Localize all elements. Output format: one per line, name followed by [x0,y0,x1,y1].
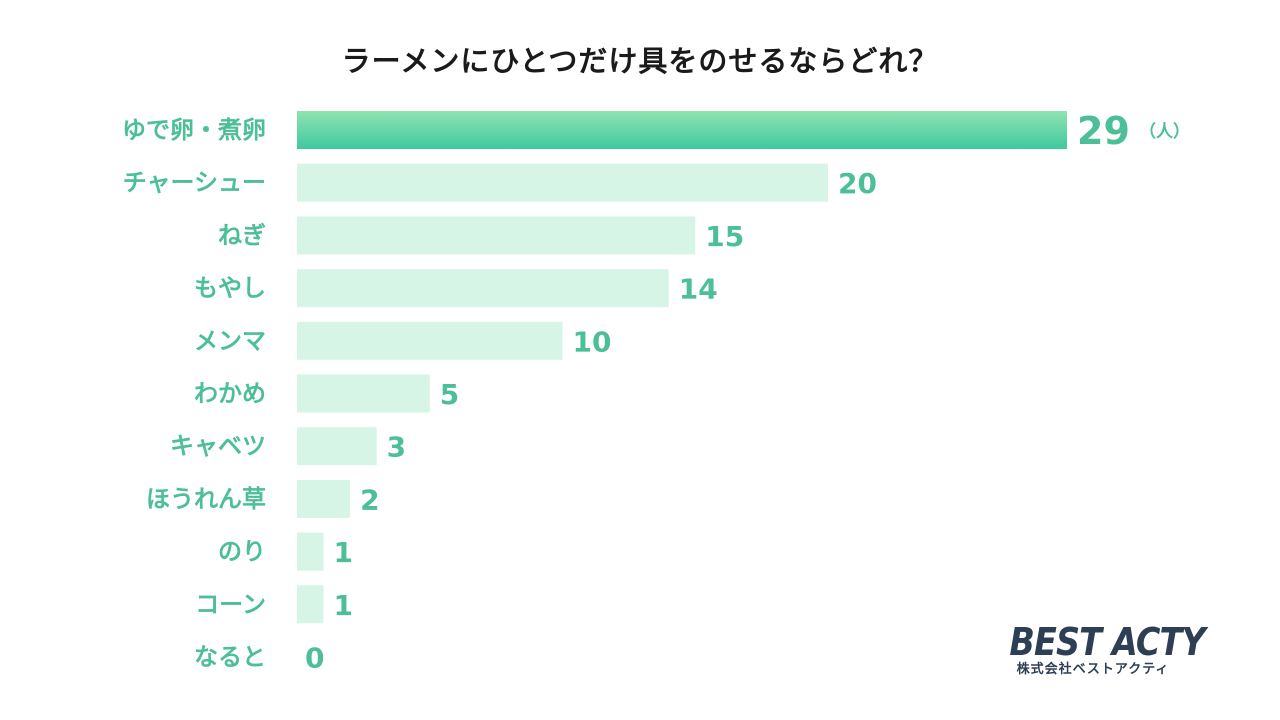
category-label: ゆで卵・煮卵 [122,116,266,144]
bar [297,111,1067,149]
value-label: 15 [705,220,744,253]
value-label: 3 [387,431,406,464]
bar [297,532,324,571]
category-label: もやし [194,274,266,302]
unit-label: （人） [1139,121,1190,142]
category-label: メンマ [194,327,266,355]
bar [297,374,430,413]
value-label: 0 [305,642,324,675]
bar [297,163,829,202]
category-label: のり [218,538,266,566]
category-label: チャーシュー [123,169,266,197]
category-label: ほうれん草 [146,485,266,513]
value-label: 29 [1077,109,1130,153]
value-label: 5 [440,378,459,411]
category-label: なると [194,643,266,671]
value-label: 1 [334,589,353,622]
chart-title: ラーメンにひとつだけ具をのせるならどれ？ [341,44,939,78]
company-logo: BEST ACTY 株式会社ベストアクティ [998,620,1205,678]
value-label: 14 [679,273,718,306]
logo-wordmark: BEST ACTY [1009,620,1205,664]
bar [297,321,563,360]
logo-company-name: 株式会社ベストアクティ [1016,662,1170,677]
category-label: コーン [195,590,266,618]
bar [297,216,696,255]
category-label: ねぎ [218,221,266,249]
bar [297,585,324,624]
value-label: 2 [360,483,379,516]
value-label: 1 [334,536,353,569]
bar [297,269,669,308]
category-label: キャベツ [170,432,266,460]
value-label: 10 [573,325,612,358]
bar [297,479,351,518]
bar [297,427,377,466]
category-label: わかめ [194,380,266,408]
value-label: 20 [838,167,877,200]
